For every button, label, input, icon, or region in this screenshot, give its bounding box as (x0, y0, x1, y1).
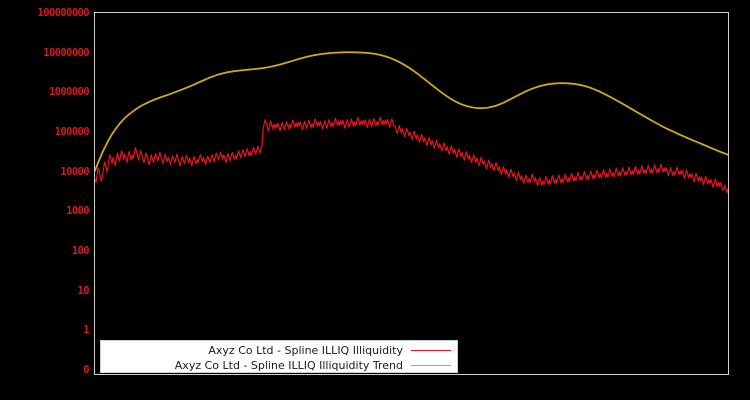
legend-label-illiquidity-trend: Axyz Co Ltd - Spline ILLIQ Illiquidity T… (174, 358, 403, 372)
legend-swatch-illiquidity-trend (411, 365, 451, 366)
series-line-0 (95, 116, 728, 194)
y-tick-label-9: 0 (83, 364, 89, 376)
chart-legend: Axyz Co Ltd - Spline ILLIQ Illiquidity A… (100, 340, 458, 373)
y-axis-tick-labels: 100000000 10000000 1000000 100000 10000 1000 1… (0, 0, 90, 400)
legend-entry-illiquidity: Axyz Co Ltd - Spline ILLIQ Illiquidity (101, 343, 457, 358)
chart-canvas (95, 51, 728, 194)
y-tick-label-0: 100000000 (37, 7, 90, 19)
y-tick-label-4: 10000 (60, 165, 89, 178)
y-tick-label-6: 100 (71, 245, 90, 257)
legend-swatch-illiquidity (411, 350, 451, 351)
y-tick-label-2: 1000000 (48, 86, 90, 99)
series-line-1 (95, 51, 728, 172)
legend-entry-illiquidity-trend: Axyz Co Ltd - Spline ILLIQ Illiquidity T… (101, 358, 457, 373)
y-tick-label-7: 10 (77, 284, 90, 297)
series-layer (95, 51, 728, 194)
y-tick-label-5: 1000 (66, 205, 89, 218)
y-tick-label-8: 1 (83, 324, 89, 337)
y-tick-label-1: 10000000 (43, 46, 89, 59)
y-tick-label-3: 100000 (54, 126, 90, 138)
plot-area (94, 12, 729, 375)
legend-label-illiquidity: Axyz Co Ltd - Spline ILLIQ Illiquidity (208, 343, 403, 357)
